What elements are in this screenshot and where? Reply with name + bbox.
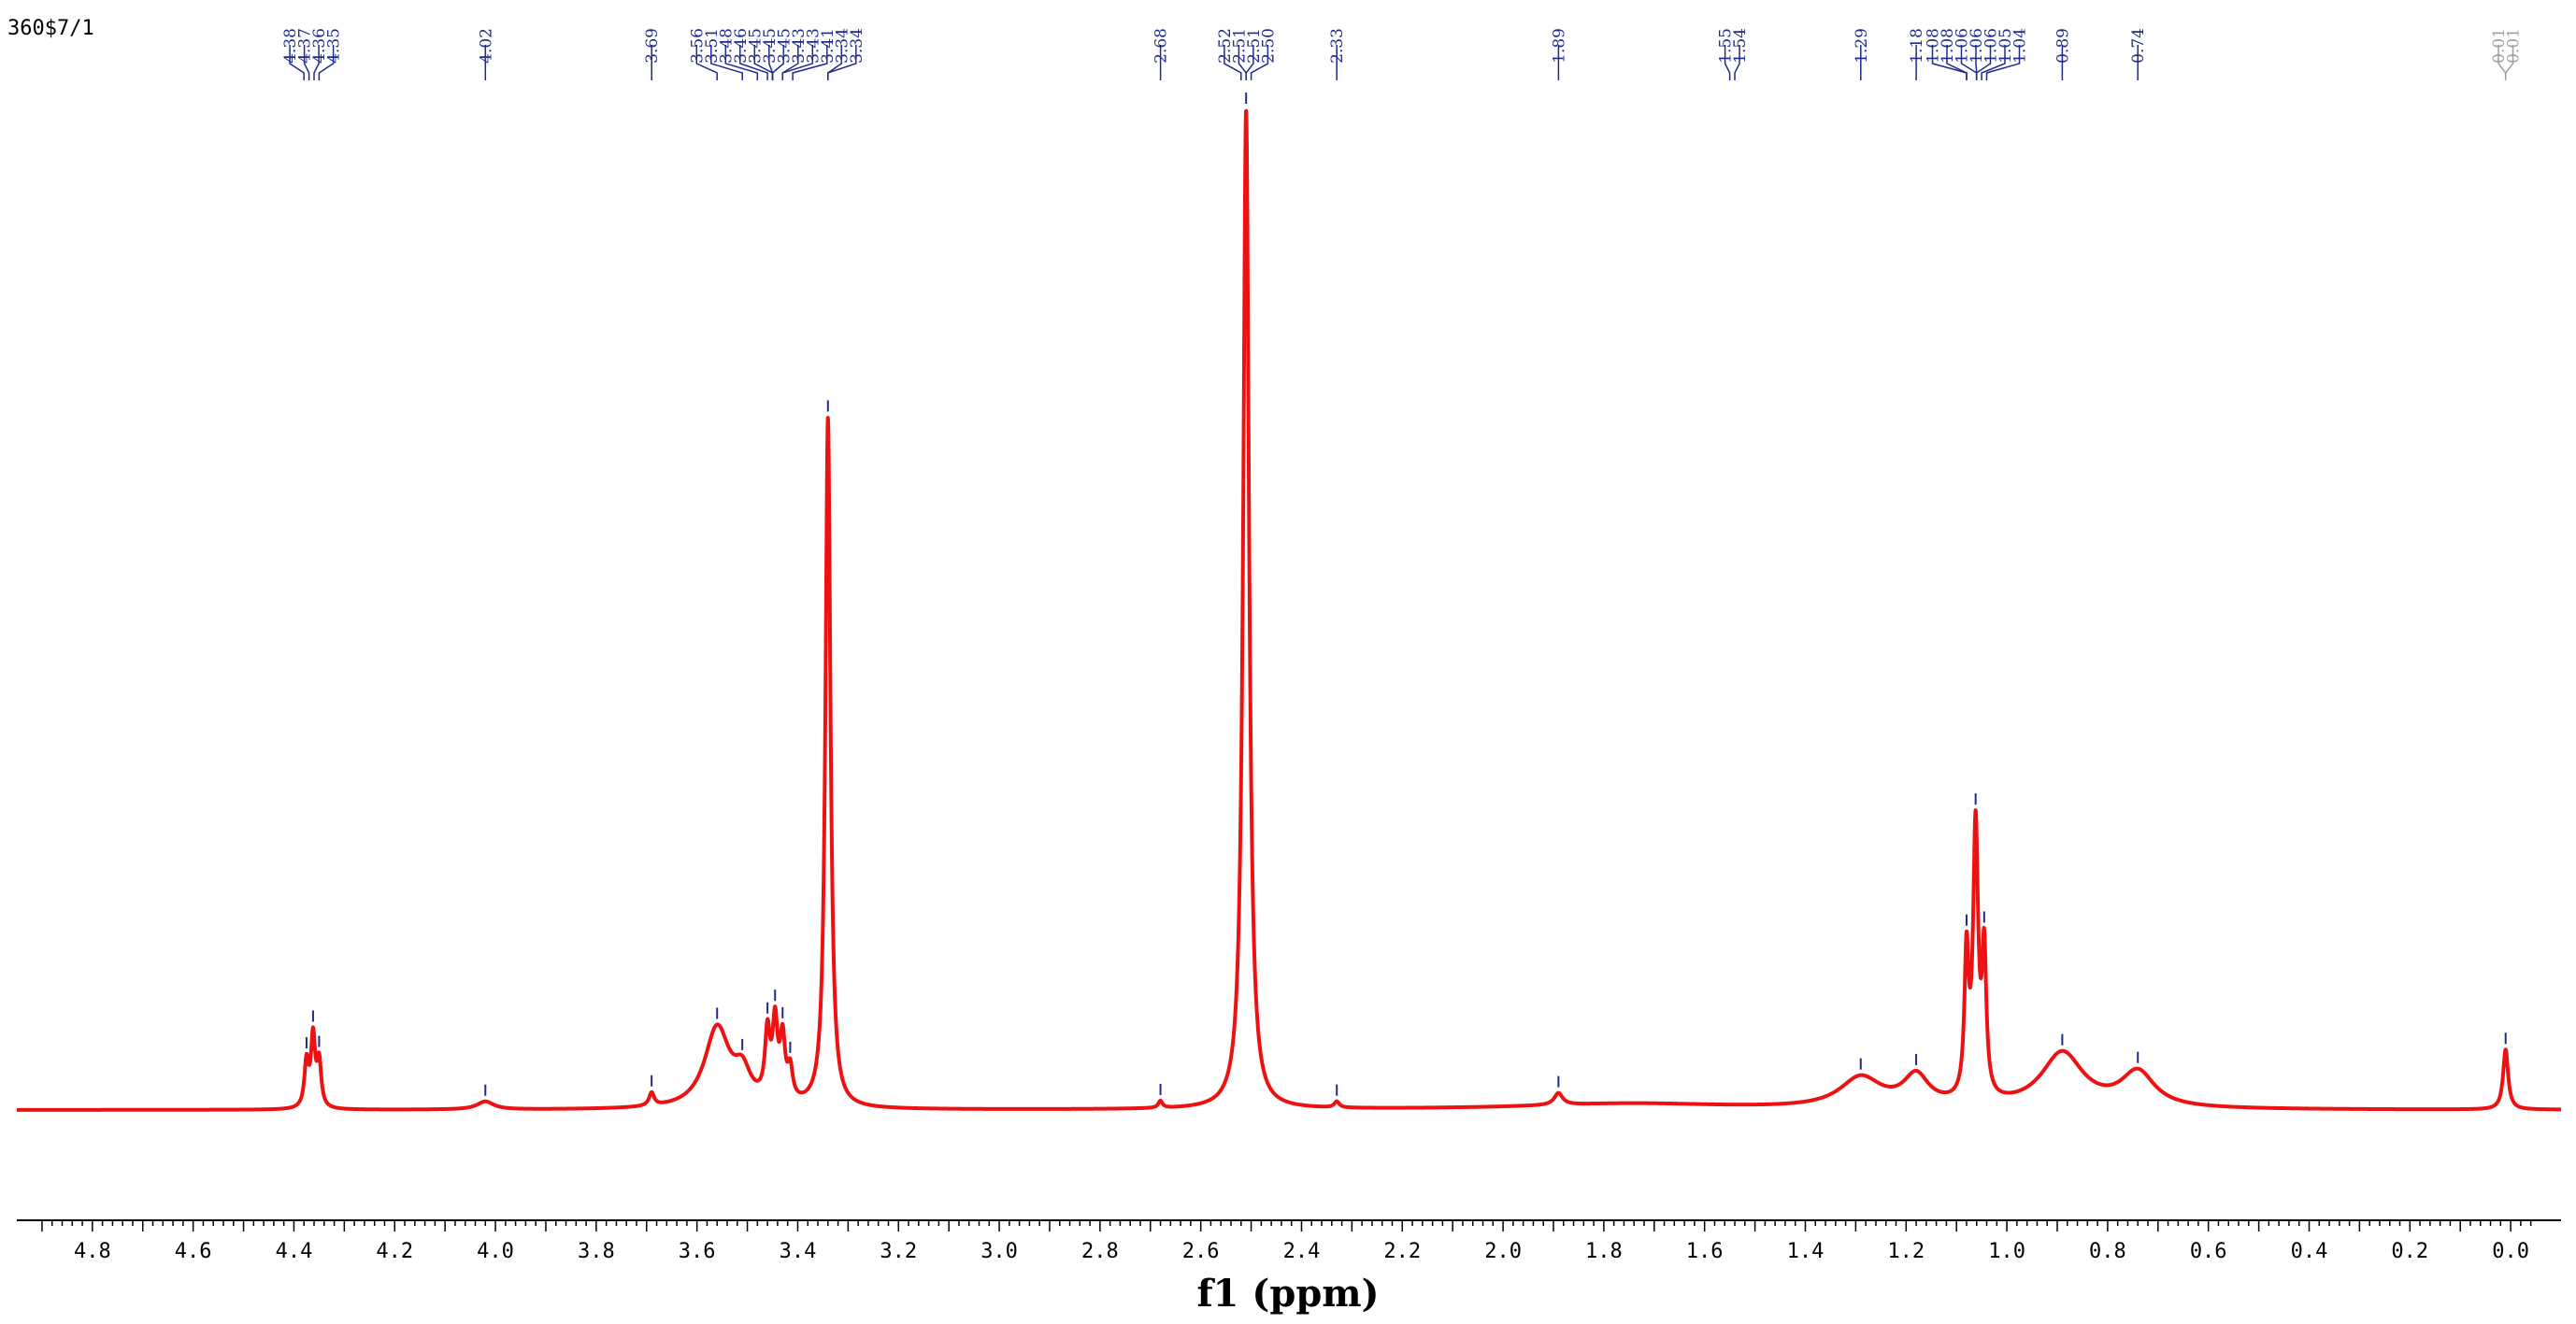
peak-leader-line bbox=[313, 45, 320, 80]
x-tick-label: 4.4 bbox=[276, 1240, 313, 1263]
peak-label: 1.18 bbox=[1908, 28, 1926, 64]
peak-label: 1.06 bbox=[1982, 28, 2001, 64]
peak-label: 1.55 bbox=[1717, 28, 1736, 64]
peak-label: 3.69 bbox=[643, 28, 662, 64]
x-tick-label: 0.6 bbox=[2190, 1240, 2227, 1263]
peak-leader-line bbox=[781, 45, 814, 80]
x-tick-label: 3.4 bbox=[780, 1240, 817, 1263]
peak-label: 4.02 bbox=[477, 28, 495, 64]
x-tick-label: 2.8 bbox=[1081, 1240, 1119, 1263]
peak-label: 4.38 bbox=[281, 28, 300, 64]
chart-title: 360$7/1 bbox=[7, 17, 94, 40]
peak-label: 3.48 bbox=[717, 28, 736, 64]
peak-leader-line bbox=[1985, 45, 2021, 80]
peak-label: 3.34 bbox=[848, 28, 866, 64]
peak-leader-line bbox=[710, 45, 743, 80]
peak-leader-line bbox=[1224, 45, 1242, 80]
peak-leader-line bbox=[318, 45, 335, 80]
peak-label: 0.89 bbox=[2054, 28, 2072, 64]
peak-label: 1.05 bbox=[1996, 28, 2015, 64]
peak-leader-line bbox=[1250, 45, 1269, 80]
peak-leader-line bbox=[1724, 45, 1731, 80]
peak-label: 1.06 bbox=[1953, 28, 1972, 64]
peak-leader-line bbox=[1946, 45, 1968, 80]
peak-label: 3.41 bbox=[819, 28, 837, 64]
peak-leader-line bbox=[303, 45, 310, 80]
peak-label: 4.37 bbox=[296, 28, 315, 64]
peak-label: 3.43 bbox=[790, 28, 809, 64]
peak-leader-line bbox=[792, 45, 828, 80]
peak-leader-line bbox=[827, 45, 857, 80]
peak-label: 1.54 bbox=[1731, 28, 1750, 64]
peak-leader-line bbox=[1981, 45, 2006, 80]
peak-leader-line bbox=[724, 45, 759, 80]
peak-label: 3.43 bbox=[804, 28, 823, 64]
peak-label: 0.74 bbox=[2129, 28, 2148, 64]
peak-label: 3.45 bbox=[746, 28, 765, 64]
peak-leader-line bbox=[1245, 45, 1254, 80]
peak-label: 0.01 bbox=[2505, 28, 2524, 64]
peak-label: 1.06 bbox=[1968, 28, 1986, 64]
x-tick-label: 0.2 bbox=[2391, 1240, 2428, 1263]
x-tick-label: 3.0 bbox=[980, 1240, 1018, 1263]
peak-label: 4.35 bbox=[325, 28, 344, 64]
peak-leader-line bbox=[2504, 45, 2514, 80]
peak-label: 2.50 bbox=[1259, 28, 1278, 64]
peak-label-group: 4.384.374.364.35 4.02 3.69 3.563.513.483.46… bbox=[281, 28, 2524, 80]
peak-label: 1.08 bbox=[1925, 28, 1943, 64]
peak-label: 1.04 bbox=[2011, 28, 2030, 64]
x-tick-label: 4.6 bbox=[175, 1240, 212, 1263]
peak-label: 1.08 bbox=[1939, 28, 1957, 64]
x-tick-label: 2.6 bbox=[1182, 1240, 1220, 1263]
x-tick-label: 0.8 bbox=[2089, 1240, 2126, 1263]
peak-leader-line bbox=[771, 45, 785, 80]
peak-label: 2.51 bbox=[1230, 28, 1249, 64]
x-tick-label: 1.2 bbox=[1887, 1240, 1925, 1263]
peak-label: 0.01 bbox=[2490, 28, 2509, 64]
peak-leader-line bbox=[1734, 45, 1740, 80]
peak-label: 3.56 bbox=[688, 28, 707, 64]
peak-label: 2.33 bbox=[1328, 28, 1347, 64]
x-tick-label: 3.8 bbox=[578, 1240, 615, 1263]
spectrum-line bbox=[15, 108, 2563, 1112]
x-tick-label: 1.8 bbox=[1585, 1240, 1623, 1263]
x-tick-label: 3.6 bbox=[679, 1240, 716, 1263]
peak-label: 4.36 bbox=[310, 28, 329, 64]
peak-label: 3.34 bbox=[833, 28, 852, 64]
x-tick-label: 4.8 bbox=[74, 1240, 111, 1263]
x-tick-label: 4.2 bbox=[376, 1240, 413, 1263]
peak-leader-line bbox=[739, 45, 768, 80]
peak-leader-line bbox=[289, 45, 305, 80]
peak-label: 2.51 bbox=[1245, 28, 1264, 64]
x-tick-label: 4.0 bbox=[477, 1240, 514, 1263]
x-tick-label: 2.0 bbox=[1484, 1240, 1522, 1263]
peak-label: 2.52 bbox=[1216, 28, 1235, 64]
peak-label: 1.89 bbox=[1550, 28, 1568, 64]
peak-label: 3.51 bbox=[703, 28, 722, 64]
peak-label: 1.29 bbox=[1853, 28, 1871, 64]
x-axis: 4.8 4.6 4.4 4.2 4.0 3.8 3.6 3.4 3.2 3.0 2.8 2.6 2.4 2… bbox=[17, 1219, 2561, 1263]
x-tick-label: 2.2 bbox=[1383, 1240, 1421, 1263]
peak-label: 2.68 bbox=[1152, 28, 1171, 64]
peak-leader-line bbox=[1975, 45, 1992, 80]
x-tick-label: 0.4 bbox=[2291, 1240, 2328, 1263]
x-tick-label: 1.0 bbox=[1988, 1240, 2025, 1263]
x-tick-label: 1.6 bbox=[1686, 1240, 1724, 1263]
x-tick-label: 0.0 bbox=[2492, 1240, 2529, 1263]
x-tick-label: 2.4 bbox=[1283, 1240, 1321, 1263]
peak-leader-line bbox=[695, 45, 718, 80]
x-axis-title: f1 (ppm) bbox=[1196, 1272, 1379, 1316]
peak-label: 3.45 bbox=[775, 28, 794, 64]
x-tick-label: 3.2 bbox=[880, 1240, 917, 1263]
peak-label: 3.45 bbox=[761, 28, 780, 64]
peak-label: 3.46 bbox=[732, 28, 751, 64]
spectrum-trace-group bbox=[15, 93, 2563, 1112]
x-tick-label: 1.4 bbox=[1787, 1240, 1825, 1263]
